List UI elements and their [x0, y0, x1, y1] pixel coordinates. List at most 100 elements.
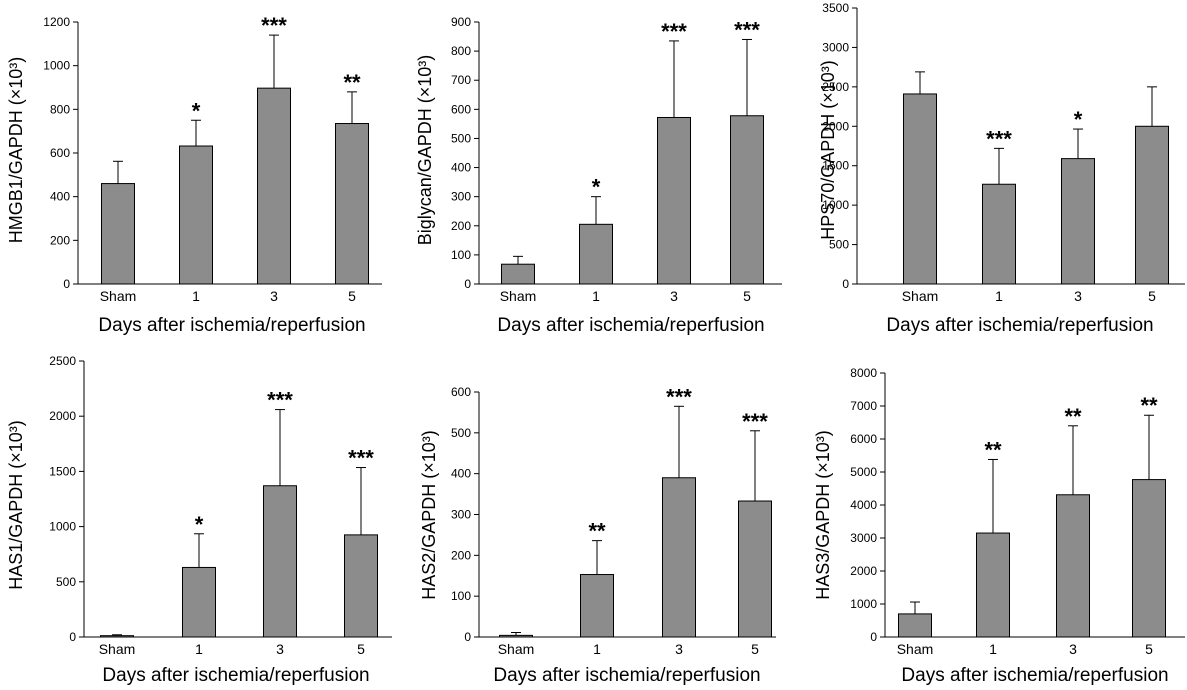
significance-marker: ***	[734, 17, 760, 42]
y-tick-label: 2500	[822, 80, 849, 94]
x-tick-label: 3	[1074, 288, 1082, 304]
bar	[580, 574, 614, 638]
x-tick-label: 5	[743, 288, 751, 304]
significance-marker: ***	[261, 13, 287, 38]
y-tick-label: 1000	[43, 59, 70, 73]
x-tick-label: 3	[270, 288, 278, 304]
chart-has3: 0 1000 2000 3000 4000 5000 6000 7000 8000 Sham ** 1…	[813, 366, 1185, 686]
y-tick-label: 1500	[49, 464, 76, 478]
y-tick-label: 0	[842, 277, 849, 291]
x-tick-label: 3	[675, 641, 683, 657]
significance-marker: **	[343, 70, 361, 95]
y-tick-label: 3500	[822, 1, 849, 15]
chart-has1: 0 500 1000 1500 2000 2500 Sham * 1 *** 3 *** 5 Days a…	[6, 354, 392, 686]
y-tick-label: 0	[63, 277, 70, 291]
y-tick-label: 8000	[850, 366, 877, 380]
y-axis-title: HAS1/GAPDH (×10³)	[6, 420, 26, 590]
x-axis-title: Days after ischemia/reperfusion	[497, 315, 764, 336]
bar	[257, 87, 291, 285]
significance-marker: **	[588, 519, 606, 544]
significance-marker: ***	[348, 446, 374, 471]
significance-marker: ***	[267, 388, 293, 413]
y-tick-label: 400	[50, 190, 70, 204]
y-tick-label: 1200	[43, 15, 70, 29]
y-tick-label: 300	[451, 190, 471, 204]
y-tick-label: 2000	[850, 564, 877, 578]
bar	[1056, 494, 1090, 638]
x-tick-label: 3	[1069, 641, 1077, 657]
significance-marker: *	[592, 175, 601, 200]
y-tick-label: 5000	[850, 465, 877, 479]
y-tick-label: 500	[451, 426, 471, 440]
y-tick-label: 2500	[49, 354, 76, 368]
y-tick-label: 100	[451, 589, 471, 603]
significance-marker: ***	[742, 409, 768, 434]
x-tick-label: 1	[192, 288, 200, 304]
chart-biglycan: 0 100 200 300 400 500 600 700 800 900 Sham * 1 *** 3 **…	[415, 15, 782, 336]
significance-marker: ***	[661, 19, 687, 44]
y-tick-label: 400	[451, 467, 471, 481]
bar	[738, 500, 772, 638]
x-tick-label: 3	[670, 288, 678, 304]
bar	[662, 477, 696, 638]
bar	[579, 223, 613, 285]
y-tick-label: 4000	[850, 498, 877, 512]
y-tick-label: 2000	[822, 119, 849, 133]
y-tick-label: 600	[451, 385, 471, 399]
x-tick-label: 1	[592, 288, 600, 304]
chart-hmgb1: 0 200 400 600 800 1000 1200 Sham * 1 *** 3 ** 5 Days a…	[6, 13, 382, 336]
significance-marker: ***	[666, 384, 692, 409]
y-tick-label: 400	[451, 161, 471, 175]
x-tick-label: Sham	[498, 641, 535, 657]
x-tick-label: 5	[1148, 288, 1156, 304]
y-tick-label: 7000	[850, 399, 877, 413]
bar	[1061, 158, 1095, 285]
y-tick-label: 700	[451, 73, 471, 87]
y-axis-title: Biglycan/GAPDH (×10³)	[415, 55, 435, 246]
bar	[344, 534, 378, 638]
bar	[976, 532, 1010, 638]
y-tick-label: 200	[451, 219, 471, 233]
x-tick-label: 5	[357, 641, 365, 657]
x-tick-label: 1	[593, 641, 601, 657]
y-tick-label: 2000	[49, 409, 76, 423]
bar	[101, 183, 135, 285]
y-tick-label: 900	[451, 15, 471, 29]
bar	[1132, 479, 1166, 638]
y-tick-label: 200	[451, 548, 471, 562]
x-tick-label: 3	[276, 641, 284, 657]
x-axis-title: Days after ischemia/reperfusion	[901, 665, 1168, 686]
x-tick-label: 1	[989, 641, 997, 657]
x-tick-label: 5	[348, 288, 356, 304]
x-tick-label: 5	[1145, 641, 1153, 657]
y-tick-label: 500	[451, 131, 471, 145]
bar	[730, 115, 764, 285]
x-axis-title: Days after ischemia/reperfusion	[98, 315, 365, 336]
y-tick-label: 1000	[850, 597, 877, 611]
bar	[501, 263, 535, 285]
bar	[982, 183, 1016, 285]
y-tick-label: 500	[829, 238, 849, 252]
y-tick-label: 6000	[850, 432, 877, 446]
chart-hps70: 0 500 1000 1500 2000 2500 3000 3500 Sham *** 1 * 3 5 D…	[818, 1, 1185, 336]
y-tick-label: 0	[870, 630, 877, 644]
y-tick-label: 500	[56, 575, 76, 589]
y-tick-label: 600	[50, 146, 70, 160]
y-axis-title: HAS2/GAPDH (×10³)	[419, 430, 439, 600]
y-tick-label: 3000	[822, 40, 849, 54]
bar	[179, 145, 213, 285]
significance-marker: *	[192, 98, 201, 123]
x-tick-label: Sham	[897, 641, 934, 657]
significance-marker: **	[1140, 393, 1158, 418]
x-axis-title: Days after ischemia/reperfusion	[102, 665, 369, 686]
bar	[335, 123, 369, 285]
y-tick-label: 1000	[49, 520, 76, 534]
bar	[903, 93, 937, 285]
y-tick-label: 3000	[850, 531, 877, 545]
bar	[263, 485, 297, 638]
x-tick-label: Sham	[902, 288, 939, 304]
x-tick-label: Sham	[100, 288, 137, 304]
significance-marker: **	[984, 437, 1002, 462]
x-axis-title: Days after ischemia/reperfusion	[493, 665, 760, 686]
x-tick-label: 1	[995, 288, 1003, 304]
